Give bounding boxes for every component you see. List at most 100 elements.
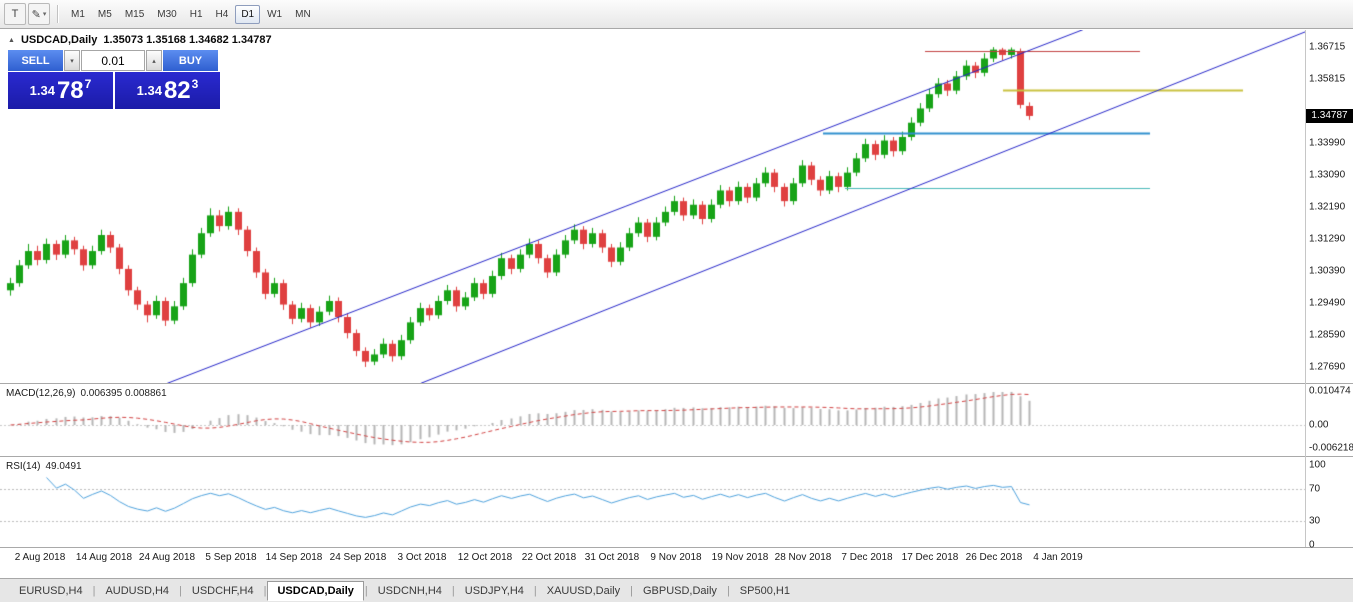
dropdown-arrow-icon: ▾ — [42, 11, 47, 18]
tab-divider: | — [263, 584, 267, 597]
sell-price-point: 7 — [84, 76, 92, 91]
chart-tab-sp500-h1[interactable]: SP500,H1 — [739, 584, 790, 597]
timeframe-button-m5[interactable]: M5 — [97, 8, 112, 20]
price-axis-label: 1.31290 — [1309, 233, 1346, 245]
date-label: 5 Sep 2018 — [205, 552, 257, 563]
indicator-axis-label: 0.00 — [1309, 419, 1329, 431]
volume-increase-button[interactable]: ▴ — [146, 50, 162, 71]
date-label: 24 Sep 2018 — [329, 552, 387, 563]
sell-price-button[interactable]: 1.34 78 7 — [8, 72, 113, 109]
timeframe-button-m15[interactable]: M15 — [124, 8, 145, 20]
indicator-axis-label: 0 — [1309, 539, 1315, 551]
pointer-tool-button[interactable]: T — [4, 3, 26, 25]
tab-divider: | — [451, 584, 455, 597]
date-label: 9 Nov 2018 — [650, 552, 702, 563]
tab-divider: | — [726, 584, 730, 597]
price-axis-label: 1.28590 — [1309, 329, 1346, 341]
pencil-icon: ✎ — [31, 8, 41, 21]
tab-divider: | — [92, 584, 96, 597]
timeframe-button-mn[interactable]: MN — [295, 8, 311, 20]
date-label: 2 Aug 2018 — [14, 552, 66, 563]
rsi-indicator-canvas[interactable] — [0, 457, 1305, 547]
pane-separator[interactable] — [0, 383, 1353, 384]
tab-divider: | — [364, 584, 368, 597]
sell-button[interactable]: SELL — [8, 50, 63, 71]
chart-symbol-label: USDCAD,Daily — [20, 34, 98, 46]
price-axis-border — [1305, 30, 1306, 547]
date-label: 12 Oct 2018 — [457, 552, 513, 563]
toolbar-separator — [57, 5, 58, 23]
chart-ohlc-values: 1.35073 1.35168 1.34682 1.34787 — [103, 34, 272, 46]
tab-divider: | — [179, 584, 182, 597]
buy-price-button[interactable]: 1.34 82 3 — [115, 72, 220, 109]
timeframe-button-m30[interactable]: M30 — [157, 8, 177, 20]
timeframe-button-m1[interactable]: M1 — [71, 8, 85, 20]
indicator-axis-label: -0.006218 — [1309, 442, 1353, 454]
chart-tab-usdcnh-h4[interactable]: USDCNH,H4 — [377, 584, 442, 597]
buy-price-figure: 1.34 — [136, 83, 162, 98]
buy-price-pips: 82 — [163, 76, 191, 104]
timeframe-button-w1[interactable]: W1 — [267, 8, 283, 20]
buy-button[interactable]: BUY — [163, 50, 218, 71]
top-toolbar: T ✎ ▾ M1 M5 M15 M30 H1 H4 D1 W1 MN — [0, 0, 1353, 29]
tab-divider: | — [533, 584, 537, 597]
tab-divider: | — [630, 584, 633, 597]
date-label: 4 Jan 2019 — [1033, 552, 1083, 563]
rsi-name: RSI(14) — [6, 461, 41, 472]
date-label: 3 Oct 2018 — [397, 552, 447, 563]
chart-tab-usdchf-h4[interactable]: USDCHF,H4 — [191, 584, 254, 597]
chart-title: ▲ USDCAD,Daily 1.35073 1.35168 1.34682 1… — [8, 34, 272, 46]
price-axis-label: 1.30390 — [1309, 265, 1346, 277]
indicator-axis-label: 70 — [1309, 483, 1321, 495]
macd-indicator-canvas[interactable] — [0, 384, 1305, 456]
macd-label: MACD(12,26,9) 0.006395 0.008861 — [6, 388, 167, 399]
sell-price-figure: 1.34 — [29, 83, 55, 98]
one-click-trade-panel: SELL ▾ 0.01 ▴ BUY 1.34 78 7 1.34 82 3 — [8, 50, 220, 109]
pane-separator — [0, 547, 1353, 548]
date-label: 17 Dec 2018 — [901, 552, 959, 563]
timeframe-button-h4[interactable]: H4 — [215, 8, 229, 20]
price-axis-label: 1.33090 — [1309, 169, 1346, 181]
chevron-down-icon: ▾ — [70, 57, 74, 65]
date-label: 24 Aug 2018 — [138, 552, 196, 563]
price-axis-label: 1.27690 — [1309, 361, 1346, 373]
chart-tab-bar: EURUSD,H4 | AUDUSD,H4 | USDCHF,H4 | USDCAD,Dai… — [0, 578, 1353, 602]
draw-tool-button[interactable]: ✎ ▾ — [28, 3, 50, 25]
date-label: 28 Nov 2018 — [774, 552, 832, 563]
volume-decrease-button[interactable]: ▾ — [64, 50, 80, 71]
chart-tab-eurusd-h4[interactable]: EURUSD,H4 — [19, 584, 83, 597]
rsi-value: 49.0491 — [45, 461, 82, 472]
price-axis-label: 1.29490 — [1309, 297, 1346, 309]
date-label: 14 Sep 2018 — [265, 552, 323, 563]
timeframe-button-h1[interactable]: H1 — [189, 8, 203, 20]
collapse-arrow-icon[interactable]: ▲ — [8, 36, 15, 44]
price-axis-label: 1.32190 — [1309, 201, 1346, 213]
price-axis-label: 1.36715 — [1309, 41, 1346, 53]
date-label: 22 Oct 2018 — [521, 552, 577, 563]
volume-input[interactable]: 0.01 — [81, 50, 145, 71]
chart-tab-gbpusd-daily[interactable]: GBPUSD,Daily — [642, 584, 717, 597]
date-label: 7 Dec 2018 — [841, 552, 893, 563]
current-price-tag: 1.34787 — [1306, 109, 1353, 123]
timeframe-button-d1[interactable]: D1 — [235, 4, 261, 24]
date-label: 19 Nov 2018 — [711, 552, 769, 563]
buy-price-point: 3 — [191, 76, 199, 91]
chart-tab-audusd-h4[interactable]: AUDUSD,H4 — [105, 584, 170, 597]
price-axis-label: 1.33990 — [1309, 137, 1346, 149]
date-label: 14 Aug 2018 — [75, 552, 133, 563]
date-label: 31 Oct 2018 — [584, 552, 640, 563]
timeframe-buttons: M1 M5 M15 M30 H1 H4 D1 W1 MN — [65, 4, 317, 24]
price-axis-label: 1.35815 — [1309, 73, 1346, 85]
chevron-up-icon: ▴ — [152, 57, 156, 65]
macd-name: MACD(12,26,9) — [6, 388, 76, 399]
date-label: 26 Dec 2018 — [965, 552, 1023, 563]
pointer-tool-icon: T — [11, 8, 19, 20]
sell-price-pips: 78 — [56, 76, 84, 104]
chart-tab-xauusd-daily[interactable]: XAUUSD,Daily — [546, 584, 621, 597]
pane-separator[interactable] — [0, 456, 1353, 457]
chart-tab-usdcad-daily[interactable]: USDCAD,Daily — [267, 580, 364, 601]
chart-tab-usdjpy-h4[interactable]: USDJPY,H4 — [464, 584, 524, 597]
indicator-axis-label: 100 — [1309, 459, 1326, 471]
indicator-axis-label: 0.010474 — [1309, 385, 1351, 397]
rsi-label: RSI(14) 49.0491 — [6, 461, 82, 472]
